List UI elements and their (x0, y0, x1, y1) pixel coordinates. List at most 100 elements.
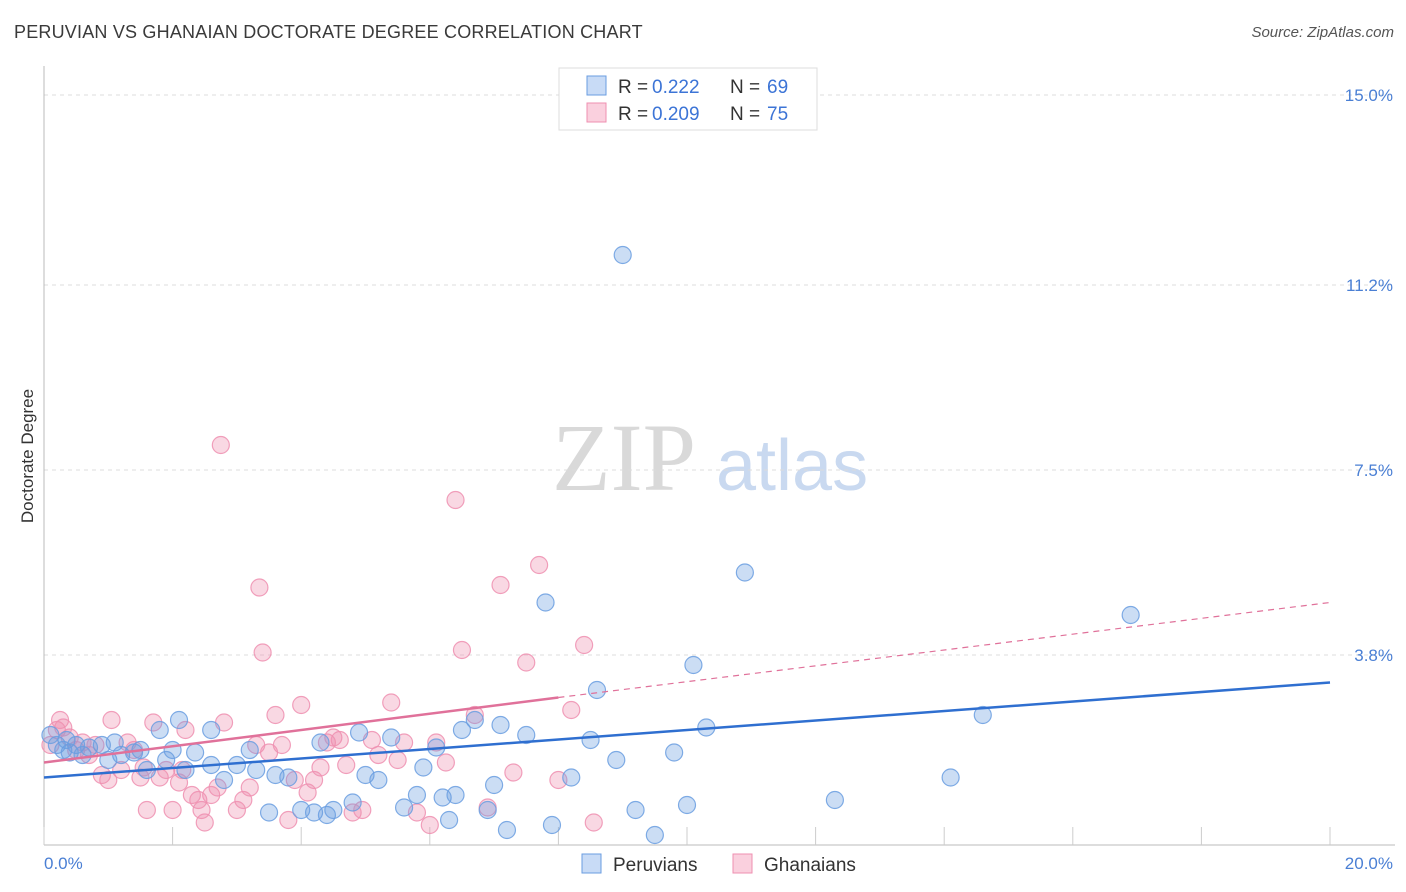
peruvian-point-57 (581, 730, 600, 750)
ghanaian-point-72 (562, 700, 581, 720)
bottom-legend-swatch-peruvians (581, 853, 602, 874)
chart-source: Source: ZipAtlas.com (1251, 24, 1394, 41)
peruvian-point-23 (214, 770, 234, 790)
ghanaians-trend-line (43, 696, 559, 764)
chart-title: PERUVIAN VS GHANAIAN DOCTORATE DEGREE CO… (14, 22, 643, 42)
peruvian-point-27 (259, 803, 279, 822)
peruvian-point-63 (665, 743, 684, 762)
peruvian-point-15 (150, 720, 169, 740)
ghanaian-point-67 (491, 575, 510, 595)
peruvian-point-24 (227, 755, 246, 775)
peruvian-point-20 (186, 743, 205, 762)
peruvian-point-42 (414, 758, 433, 777)
ghanaian-point-65 (465, 705, 484, 725)
ghanaian-point-55 (369, 745, 388, 765)
peruvian-point-25 (240, 740, 259, 760)
ghanaian-point-51 (337, 755, 356, 775)
legend-r-value-2: 0.209 (652, 104, 700, 125)
y-tick-label-0: 3.8% (1354, 646, 1393, 665)
peruvian-point-36 (349, 723, 369, 742)
watermark-atlas: atlas (716, 426, 868, 506)
ghanaian-point-16 (134, 758, 153, 777)
ghanaian-point-74 (584, 813, 603, 832)
legend-r-label-2: R = (618, 104, 648, 125)
peruvian-point-32 (311, 733, 330, 752)
legend-r-value-1: 0.222 (652, 77, 700, 98)
peruvian-point-67 (735, 563, 754, 582)
peruvian-point-65 (684, 655, 703, 675)
peruvian-point-53 (517, 725, 536, 745)
peruvian-point-59 (607, 750, 626, 770)
bottom-legend: Peruvians Ghanaians (581, 853, 856, 876)
ghanaian-point-33 (227, 800, 246, 820)
ghanaian-point-40 (266, 705, 285, 725)
legend-swatch-peruvians (586, 75, 607, 96)
y-tick-label-1: 7.5% (1354, 461, 1393, 480)
ghanaian-point-44 (292, 695, 311, 715)
peruvians-points (41, 245, 1140, 845)
gridlines (44, 94, 1395, 656)
ghanaian-point-57 (388, 750, 407, 770)
ghanaian-point-18 (144, 713, 163, 732)
ghanaian-point-28 (195, 813, 214, 832)
legend: R = 0.222 N = 69 R = 0.209 N = 75 (558, 67, 818, 131)
peruvian-point-50 (485, 775, 504, 795)
peruvian-point-60 (613, 245, 632, 265)
peruvian-point-61 (626, 800, 645, 820)
peruvian-point-40 (394, 798, 414, 817)
ghanaian-point-53 (353, 800, 372, 820)
peruvian-point-70 (973, 705, 992, 725)
peruvian-point-69 (941, 768, 960, 787)
peruvian-point-26 (247, 760, 266, 780)
ghanaian-point-64 (452, 640, 472, 660)
peruvian-point-54 (536, 593, 555, 612)
ghanaians-trend-extension (558, 601, 1331, 699)
ghanaian-point-41 (272, 735, 292, 755)
x-tick-label-1: 20.0% (1345, 854, 1393, 873)
ghanaian-point-73 (575, 635, 594, 655)
ghanaians-points (41, 435, 603, 835)
legend-n-label-1: N = (730, 77, 760, 98)
ghanaian-point-70 (530, 555, 549, 575)
ghanaian-point-30 (208, 778, 227, 797)
ghanaian-point-31 (211, 435, 230, 455)
peruvian-point-71 (1121, 605, 1140, 625)
ghanaian-point-15 (131, 768, 150, 787)
ghanaian-point-60 (420, 815, 439, 835)
ghanaian-point-37 (250, 578, 269, 597)
ghanaian-point-61 (427, 733, 446, 752)
y-tick-label-3: 15.0% (1345, 86, 1393, 105)
peruvian-point-58 (587, 680, 607, 700)
peruvian-point-45 (439, 810, 459, 830)
x-tick-label-0: 0.0% (44, 854, 83, 873)
y-axis-label: Doctorate Degree (18, 389, 37, 523)
x-tick-labels: 0.0% 20.0% (44, 854, 1393, 873)
legend-r-label-1: R = (618, 77, 648, 98)
ghanaian-point-68 (504, 763, 523, 782)
peruvian-point-47 (452, 720, 472, 740)
legend-n-value-1: 69 (767, 77, 788, 98)
peruvians-trend-line (43, 681, 1331, 779)
watermark-zip: ZIP (552, 404, 696, 511)
legend-swatch-ghanaians (586, 102, 607, 123)
trend-lines (43, 601, 1331, 779)
y-tick-labels: 3.8% 7.5% 11.2% 15.0% (1345, 86, 1393, 665)
ghanaian-point-35 (240, 778, 259, 797)
bottom-legend-swatch-ghanaians (732, 853, 753, 874)
peruvian-point-56 (562, 768, 581, 787)
bottom-legend-ghanaians: Ghanaians (764, 855, 856, 876)
ghanaian-point-47 (311, 758, 330, 777)
peruvian-point-34 (324, 800, 343, 820)
peruvian-point-55 (542, 815, 562, 835)
ghanaian-point-17 (137, 800, 156, 820)
peruvian-point-48 (465, 710, 484, 730)
peruvian-point-19 (176, 760, 195, 780)
peruvian-point-46 (446, 785, 465, 805)
peruvian-point-52 (497, 820, 517, 840)
peruvian-point-18 (169, 710, 189, 730)
peruvian-point-62 (645, 825, 664, 845)
ghanaian-point-29 (202, 785, 221, 805)
ghanaian-point-11 (102, 710, 121, 730)
peruvian-point-64 (677, 795, 697, 815)
